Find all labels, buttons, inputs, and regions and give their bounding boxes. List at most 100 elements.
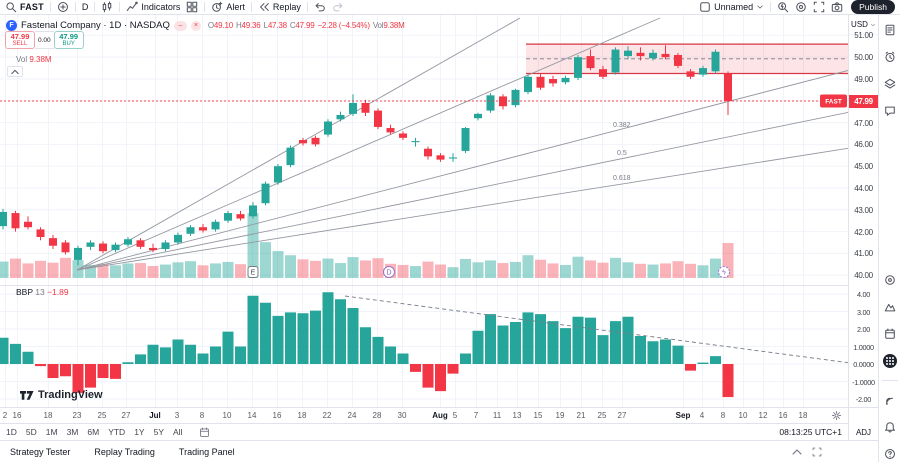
redo-button[interactable] [332,1,344,13]
legend-title[interactable]: Fastenal Company · 1D · NASDAQ [21,20,170,31]
legend-close-button[interactable]: × [190,20,201,31]
gear-icon [831,410,842,421]
chart-type-button[interactable] [101,1,113,13]
range-all[interactable]: All [173,427,183,437]
price-tick: 40.00 [854,271,873,281]
time-tick: 11 [492,411,502,420]
ideas-button[interactable] [882,299,898,315]
fib-fan-annotation: 0.382 0.5 0.618 [76,17,848,271]
time-tick: 23 [72,411,82,420]
svg-text:ϟ: ϟ [722,270,726,277]
alarm-clock-icon [884,51,895,62]
undo-button[interactable] [314,1,326,13]
watchlist-button[interactable] [882,22,898,38]
fullscreen-button[interactable] [813,1,825,13]
hotlists-button[interactable] [882,272,898,288]
buy-button[interactable]: 47.99 BUY [53,31,84,49]
grid-layer [0,15,848,407]
chevron-down-icon [870,23,875,26]
calendar-icon [884,328,895,339]
help-button[interactable] [882,446,898,462]
sell-button[interactable]: 47.99 SELL [5,31,35,49]
indicators-button[interactable]: Indicators [126,1,180,13]
time-tick: 8 [199,411,205,420]
replay-button[interactable]: Replay [258,1,301,13]
price-tick: 46.00 [854,140,873,150]
candles-layer [0,45,732,266]
clock[interactable]: 08:13:25 UTC+1 [779,427,842,437]
range-1m[interactable]: 1M [45,427,58,437]
panel-maximize-icon[interactable] [812,447,822,457]
spread-value: 0.00 [35,31,54,49]
chevron-down-icon [757,5,763,9]
time-tick: 12 [758,411,768,420]
adj-toggle[interactable]: ADJ [855,428,872,437]
price-tick: 49.00 [854,74,873,84]
chart-settings-button[interactable] [795,1,807,13]
time-tick: 22 [322,411,332,420]
date-range-bar: 1D 5D 1M 3M 6M YTD 1Y 5Y All 08:13:25 UT… [0,423,848,440]
compare-add-button[interactable] [57,1,69,13]
legend-hide-button[interactable]: – [173,20,187,31]
chevron-up-icon [11,69,19,74]
top-toolbar: FAST D Indicators Alert Replay [0,0,900,15]
price-tick: 47.00 [854,118,873,128]
svg-text:FAST: FAST [825,99,842,106]
time-tick: 13 [512,411,522,420]
bbp-indicator-legend[interactable]: BBP 13 −1.89 [16,287,69,297]
publish-button[interactable]: Publish [851,0,895,14]
time-axis-settings-button[interactable] [831,410,842,423]
alerts-panel-button[interactable] [882,49,898,65]
snapshot-button[interactable] [831,1,843,13]
time-tick: 25 [97,411,107,420]
apps-grid-icon [882,354,897,368]
range-5y[interactable]: 5Y [153,427,164,437]
layout-manage-button[interactable]: Unnamed [699,1,764,13]
tab-strategy-tester[interactable]: Strategy Tester [10,446,71,457]
streams-button[interactable] [882,392,898,408]
symbol-search-button[interactable]: FAST [5,1,44,13]
time-tick: 2 [2,411,8,420]
time-axis[interactable]: 2 16 18 23 25 27 Jul 3 8 10 14 16 18 22 24 28 30 Aug 5 7 11 1… [0,407,848,423]
tab-replay-trading[interactable]: Replay Trading [94,446,155,457]
quick-search-button[interactable] [777,1,789,13]
calendar-panel-button[interactable] [882,326,898,342]
alert-button[interactable]: Alert [211,1,245,13]
collapse-legend-button[interactable] [7,66,23,77]
time-tick: 8 [720,411,726,420]
time-tick: 7 [473,411,479,420]
range-5d[interactable]: 5D [25,427,37,437]
range-6m[interactable]: 6M [87,427,100,437]
last-price-line: FAST [0,94,848,108]
chat-bubble-icon [884,106,895,116]
tab-trading-panel[interactable]: Trading Panel [178,446,235,457]
notifications-button[interactable] [882,419,898,435]
redo-icon [333,3,343,12]
svg-text:E: E [251,270,256,277]
object-tree-button[interactable] [882,76,898,92]
range-1d[interactable]: 1D [6,427,17,437]
right-sidebar [878,15,900,462]
price-tick: 51.00 [854,31,873,41]
symbol-logo: F [6,20,17,31]
last-price-tag: 47.99 [849,95,878,108]
price-tick: 42.00 [854,227,873,237]
change-value: −2.28 (−4.54%) [317,21,370,30]
symbol-name: FAST [20,2,44,12]
range-1y[interactable]: 1Y [134,427,145,437]
currency-selector[interactable]: USD [849,15,878,35]
range-3m[interactable]: 3M [66,427,79,437]
chat-button[interactable] [882,103,898,119]
panel-collapse-icon[interactable] [792,448,802,456]
price-scale[interactable]: USD 51.00 50.00 49.00 47.00 46.00 45.00 44.00 4… [848,15,878,440]
interval-button[interactable]: D [81,2,89,12]
range-ytd[interactable]: YTD [108,427,126,437]
time-tick: 21 [576,411,586,420]
apps-button[interactable] [882,353,898,369]
layout-grid-button[interactable] [186,1,198,13]
go-to-date-button[interactable] [199,426,210,438]
plus-circle-icon [57,2,68,12]
layers-icon [884,78,895,89]
